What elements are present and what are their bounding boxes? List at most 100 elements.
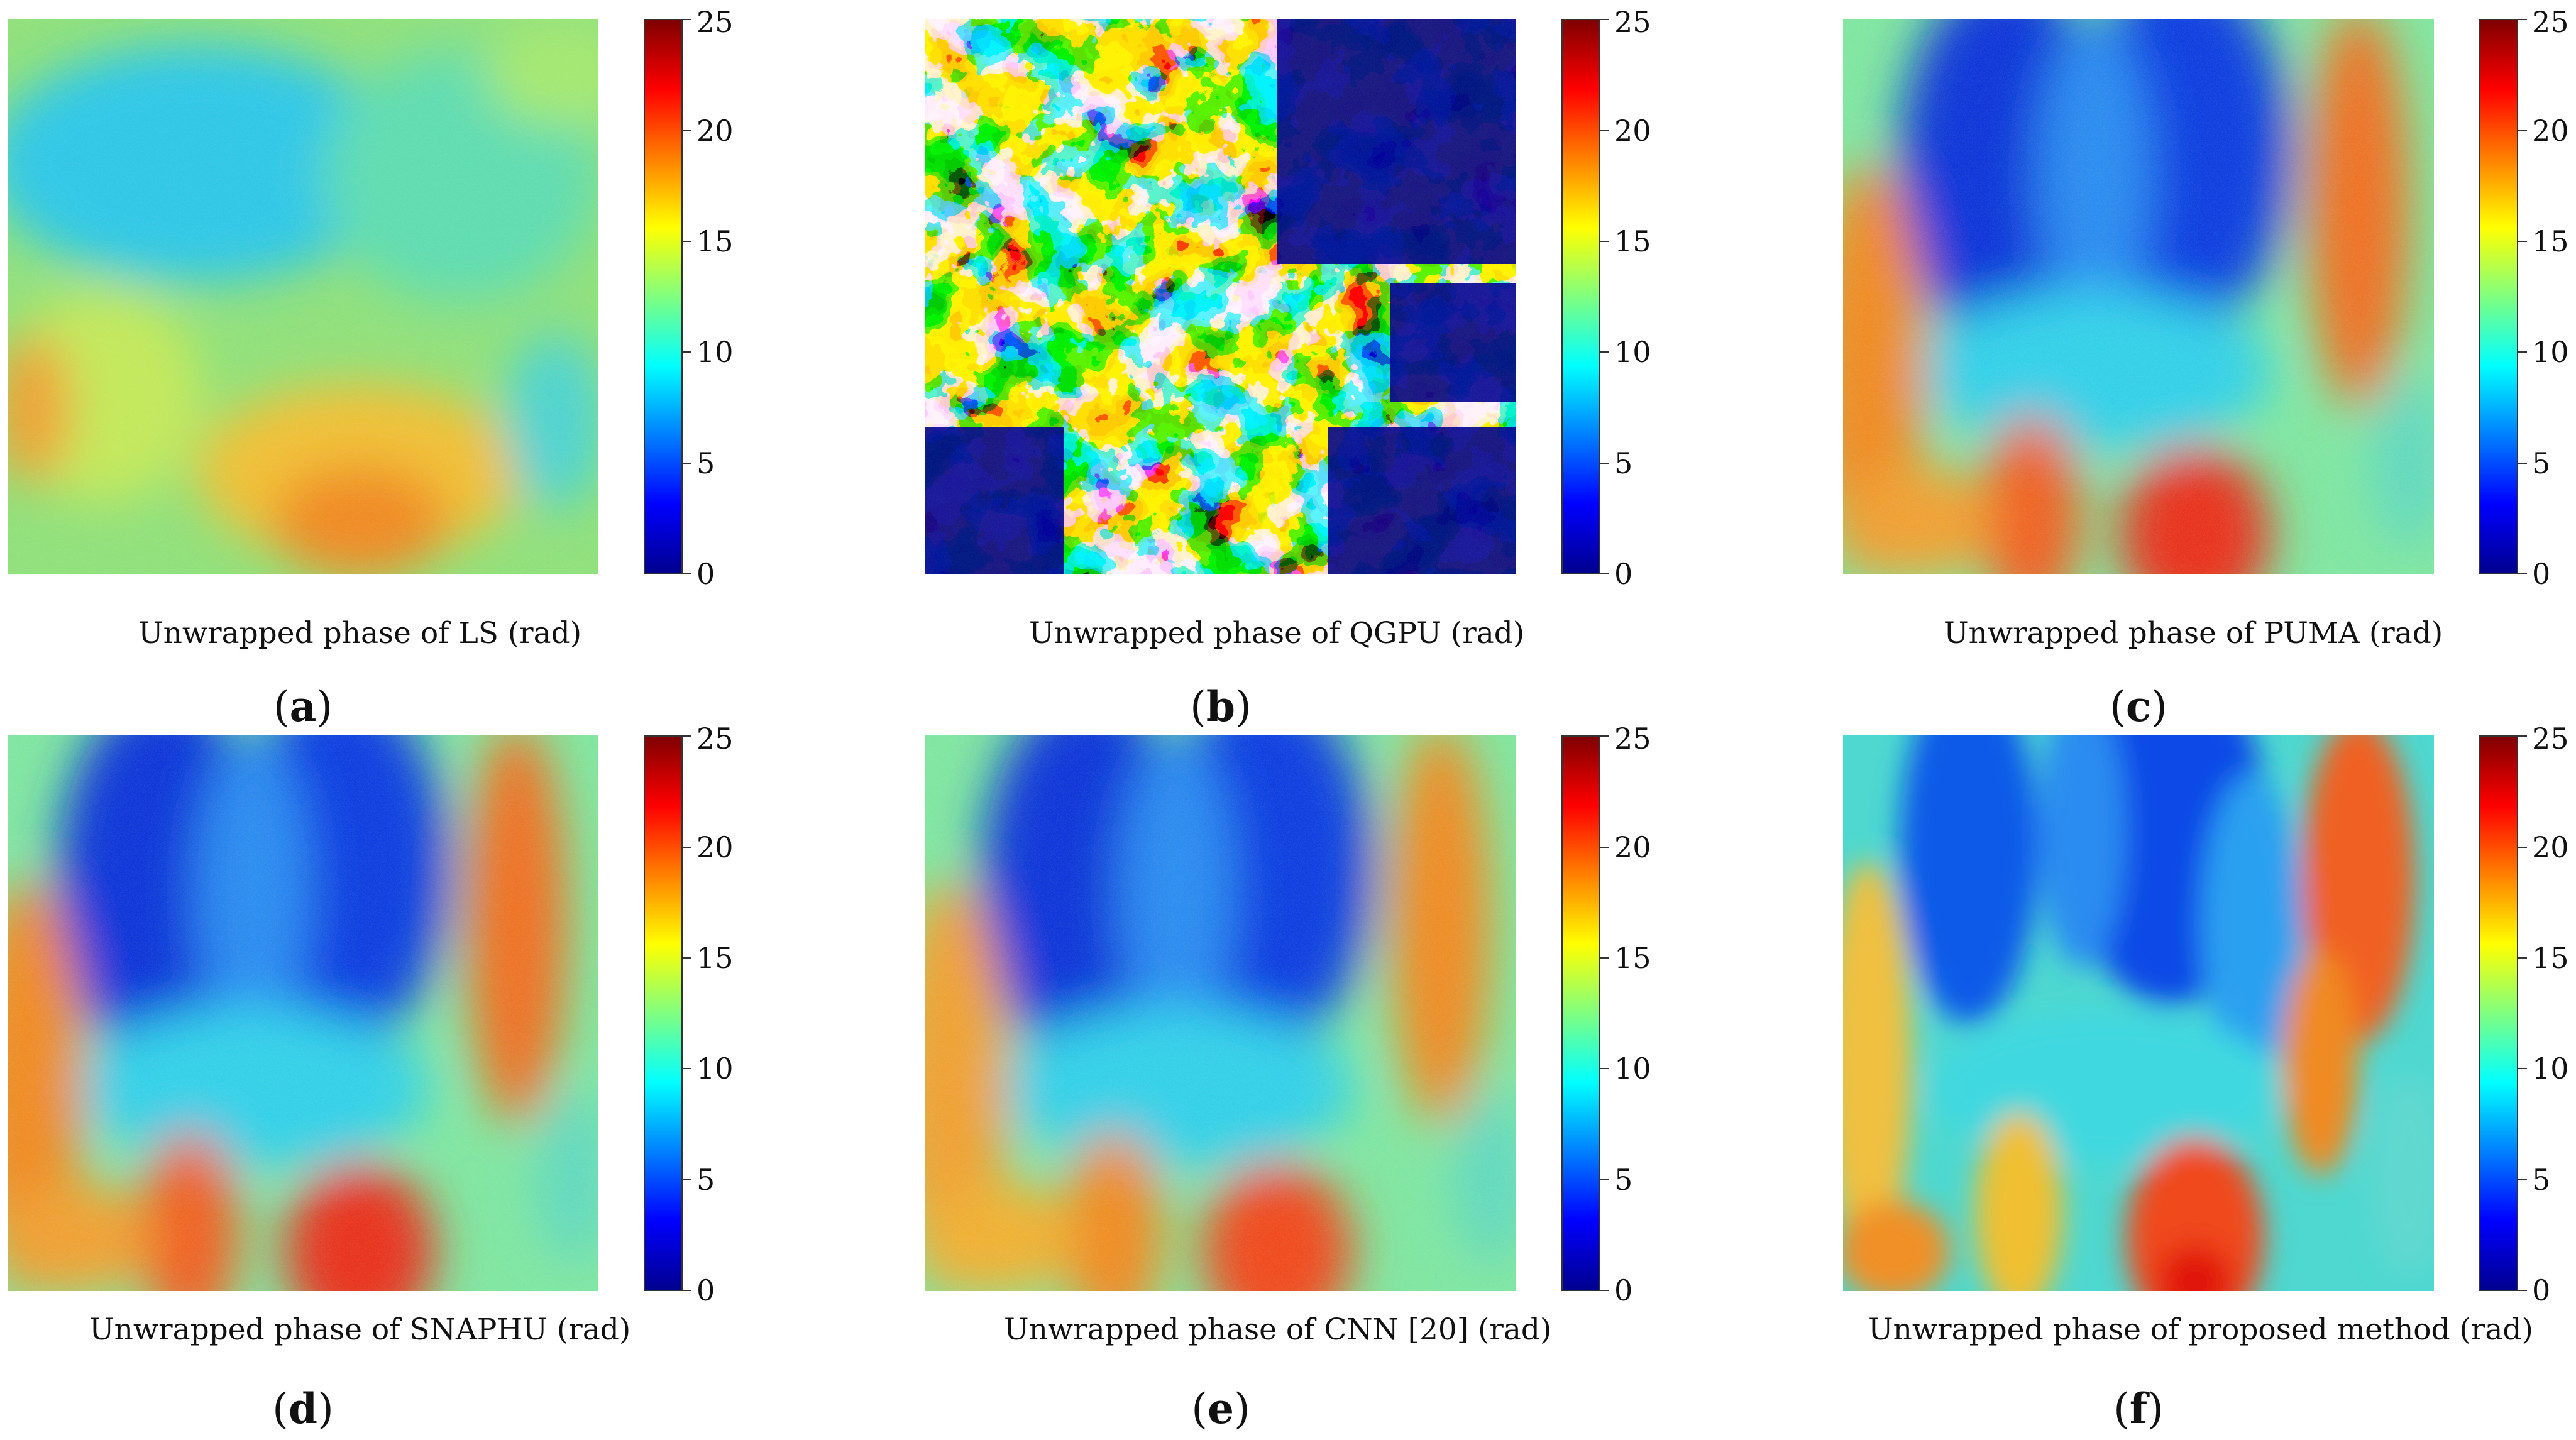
colorbar-tick bbox=[2518, 130, 2527, 131]
panel-e: 0 5 10 15 20 25 Unwrapped phase of CNN [… bbox=[925, 724, 1780, 1439]
colorbar-tick bbox=[683, 1179, 691, 1180]
colorbar-tick bbox=[1600, 957, 1609, 959]
colorbar-tick-label: 20 bbox=[2532, 114, 2569, 148]
colorbar-tick bbox=[2518, 463, 2527, 464]
colorbar-tick bbox=[2518, 1179, 2527, 1180]
colorbar-tick bbox=[1600, 241, 1609, 242]
colorbar-tick bbox=[2518, 1068, 2527, 1069]
colorbar-tick-label: 5 bbox=[2532, 446, 2551, 480]
panel-a: 0 5 10 15 20 25 Unwrapped phase of LS (r… bbox=[8, 8, 862, 731]
colorbar-tick-label: 0 bbox=[696, 557, 715, 591]
sublabel-e: (e) bbox=[1191, 1384, 1250, 1433]
colorbar-tick-label: 15 bbox=[2532, 224, 2569, 258]
heatmap-snaphu-image bbox=[8, 735, 598, 1291]
colorbar-tick bbox=[2518, 351, 2527, 353]
colorbar-tick-label: 10 bbox=[1614, 1052, 1651, 1085]
heatmap-proposed-image bbox=[1843, 735, 2434, 1291]
caption-b: Unwrapped phase of QGPU (rad) bbox=[1029, 616, 1525, 651]
colorbar-tick-label: 10 bbox=[1614, 335, 1651, 369]
heatmap-puma bbox=[1843, 19, 2434, 574]
colorbar-tick bbox=[683, 1068, 691, 1069]
colorbar-tick-label: 25 bbox=[2532, 722, 2569, 756]
colorbar-tick bbox=[2518, 1290, 2527, 1291]
colorbar-tick bbox=[1600, 1068, 1609, 1069]
colorbar-tick bbox=[683, 847, 691, 848]
sublabel-d: (d) bbox=[272, 1384, 334, 1433]
colorbar-e bbox=[1561, 735, 1600, 1291]
colorbar-tick bbox=[683, 130, 691, 131]
colorbar-tick bbox=[1600, 847, 1609, 848]
colorbar-tick-label: 20 bbox=[2532, 830, 2569, 864]
colorbar-tick bbox=[683, 463, 691, 464]
colorbar-tick bbox=[683, 241, 691, 242]
heatmap-qgpu-image bbox=[925, 19, 1516, 574]
colorbar-tick bbox=[683, 957, 691, 959]
sublabel-b: (b) bbox=[1190, 682, 1252, 731]
colorbar-tick bbox=[2518, 957, 2527, 959]
heatmap-ls-image bbox=[8, 19, 598, 574]
colorbar-tick bbox=[2518, 573, 2527, 574]
colorbar-tick-label: 5 bbox=[1614, 446, 1633, 480]
colorbar-tick-label: 20 bbox=[1614, 830, 1651, 864]
colorbar-a bbox=[644, 19, 683, 574]
colorbar-tick-label: 25 bbox=[696, 722, 734, 756]
heatmap-qgpu bbox=[925, 19, 1516, 574]
sublabel-f: (f) bbox=[2113, 1384, 2164, 1433]
panel-f: 0 5 10 15 20 25 Unwrapped phase of propo… bbox=[1843, 724, 2576, 1439]
colorbar-tick-label: 25 bbox=[2532, 5, 2569, 39]
colorbar-tick bbox=[1600, 573, 1609, 574]
colorbar-tick-label: 15 bbox=[696, 224, 734, 258]
colorbar-tick bbox=[2518, 735, 2527, 737]
caption-d: Unwrapped phase of SNAPHU (rad) bbox=[89, 1312, 631, 1347]
colorbar-c bbox=[2479, 19, 2518, 574]
colorbar-tick-label: 0 bbox=[1614, 1273, 1633, 1307]
panel-d: 0 5 10 15 20 25 Unwrapped phase of SNAPH… bbox=[8, 724, 862, 1439]
colorbar-tick-label: 15 bbox=[1614, 941, 1651, 975]
colorbar-tick bbox=[1600, 19, 1609, 20]
caption-f: Unwrapped phase of proposed method (rad) bbox=[1868, 1312, 2533, 1347]
caption-a: Unwrapped phase of LS (rad) bbox=[138, 616, 582, 651]
colorbar-tick bbox=[683, 573, 691, 574]
colorbar-f bbox=[2479, 735, 2518, 1291]
colorbar-tick bbox=[1600, 130, 1609, 131]
caption-e: Unwrapped phase of CNN [20] (rad) bbox=[1004, 1312, 1552, 1347]
colorbar-tick-label: 0 bbox=[2532, 1273, 2551, 1307]
heatmap-cnn bbox=[925, 735, 1516, 1291]
heatmap-ls bbox=[8, 19, 598, 574]
colorbar-d bbox=[644, 735, 683, 1291]
colorbar-tick-label: 25 bbox=[1614, 5, 1651, 39]
colorbar-tick-label: 0 bbox=[696, 1273, 715, 1307]
colorbar-tick-label: 15 bbox=[696, 941, 734, 975]
heatmap-snaphu bbox=[8, 735, 598, 1291]
colorbar-tick bbox=[2518, 241, 2527, 242]
colorbar-tick bbox=[683, 1290, 691, 1291]
colorbar-tick-label: 5 bbox=[696, 446, 715, 480]
colorbar-b bbox=[1561, 19, 1600, 574]
colorbar-tick-label: 10 bbox=[2532, 335, 2569, 369]
colorbar-tick-label: 20 bbox=[696, 114, 734, 148]
colorbar-tick bbox=[1600, 1290, 1609, 1291]
colorbar-tick-label: 0 bbox=[1614, 557, 1633, 591]
colorbar-tick-label: 5 bbox=[1614, 1163, 1633, 1197]
heatmap-proposed bbox=[1843, 735, 2434, 1291]
colorbar-tick bbox=[683, 19, 691, 20]
panel-c: 0 5 10 15 20 25 Unwrapped phase of PUMA … bbox=[1843, 8, 2576, 731]
colorbar-tick-label: 20 bbox=[696, 830, 734, 864]
colorbar-tick bbox=[2518, 847, 2527, 848]
colorbar-tick-label: 10 bbox=[696, 335, 734, 369]
colorbar-tick-label: 15 bbox=[1614, 224, 1651, 258]
colorbar-tick bbox=[1600, 735, 1609, 737]
colorbar-tick bbox=[1600, 463, 1609, 464]
colorbar-tick bbox=[2518, 19, 2527, 20]
colorbar-tick bbox=[1600, 1179, 1609, 1180]
heatmap-puma-image bbox=[1843, 19, 2434, 574]
colorbar-tick-label: 25 bbox=[696, 5, 734, 39]
colorbar-tick bbox=[683, 735, 691, 737]
colorbar-tick bbox=[1600, 351, 1609, 353]
colorbar-tick-label: 15 bbox=[2532, 941, 2569, 975]
caption-c: Unwrapped phase of PUMA (rad) bbox=[1944, 616, 2443, 651]
panel-b: 0 5 10 15 20 25 Unwrapped phase of QGPU … bbox=[925, 8, 1780, 731]
colorbar-tick-label: 20 bbox=[1614, 114, 1651, 148]
sublabel-a: (a) bbox=[273, 682, 333, 731]
heatmap-cnn-image bbox=[925, 735, 1516, 1291]
